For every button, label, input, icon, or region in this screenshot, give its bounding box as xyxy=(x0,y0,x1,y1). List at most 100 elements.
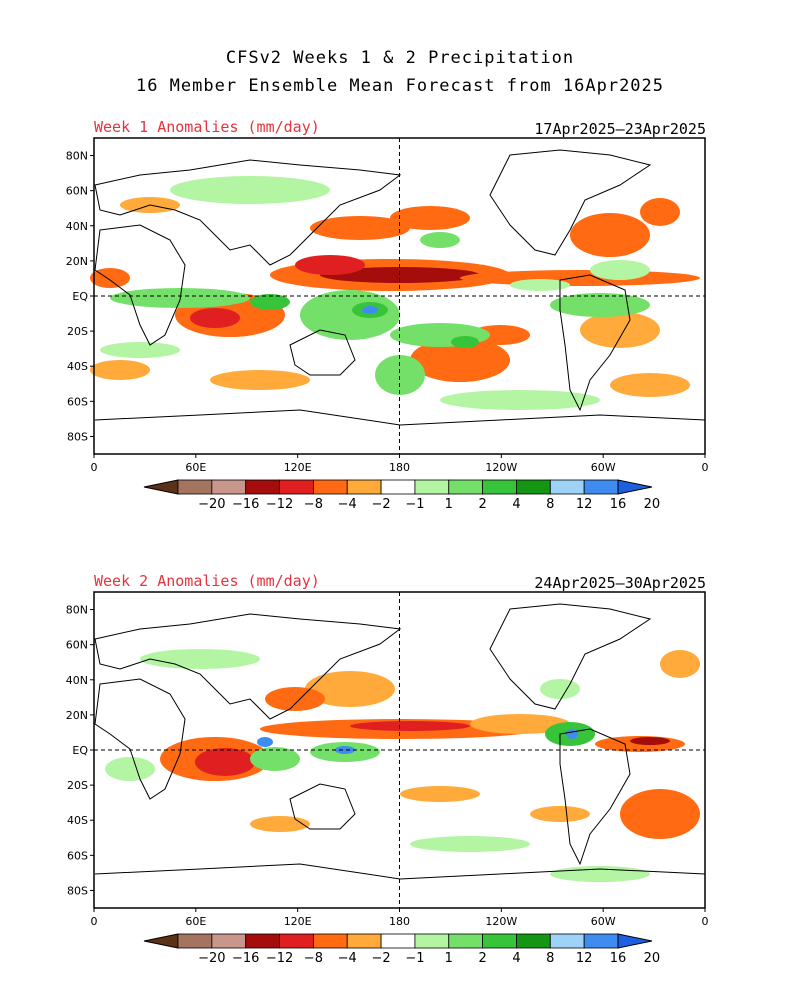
colorbar-label: −20 xyxy=(198,497,225,510)
lon-tick-label: 180 xyxy=(389,461,410,474)
colorbar-label: −16 xyxy=(232,951,259,964)
lat-tick-label: 60N xyxy=(66,639,88,652)
colorbar-arrow-left xyxy=(143,933,179,949)
chart-title-line1: CFSv2 Weeks 1 & 2 Precipitation xyxy=(225,48,575,68)
colorbar-label: −12 xyxy=(266,497,293,510)
lon-tick-label: 0 xyxy=(702,461,709,474)
colorbar: −20 −16 −12 −8 −4 −2 −1 1 2 4 8 12 16 20 xyxy=(143,479,661,510)
lat-tick-label: EQ xyxy=(72,290,88,303)
colorbar-label: 2 xyxy=(478,497,486,510)
lat-tick-label: 40S xyxy=(67,814,88,827)
colorbar-label: 4 xyxy=(512,497,520,510)
colorbar-swatch xyxy=(312,479,348,495)
lon-tick-label: 0 xyxy=(91,461,98,474)
lon-tick-label: 120W xyxy=(485,461,517,474)
colorbar-swatch xyxy=(177,933,213,949)
lon-tick-label: 0 xyxy=(91,915,98,928)
lat-tick-label: 60S xyxy=(67,395,88,408)
lon-tick-label: 60W xyxy=(591,461,616,474)
lat-tick-label: 60S xyxy=(67,849,88,862)
colorbar-label: 16 xyxy=(610,951,627,964)
lat-tick-label: 80S xyxy=(67,884,88,897)
colorbar-label: −8 xyxy=(304,497,323,510)
lat-tick-label: 40N xyxy=(66,674,88,687)
colorbar-swatch xyxy=(448,479,484,495)
colorbar-swatch xyxy=(211,933,247,949)
colorbar-swatch xyxy=(583,479,619,495)
colorbar-swatch xyxy=(346,933,382,949)
colorbar-swatch xyxy=(583,933,619,949)
colorbar-swatch xyxy=(482,933,517,949)
lat-tick-label: 40S xyxy=(67,360,88,373)
lon-tick-label: 0 xyxy=(702,915,709,928)
lat-tick-label: 20S xyxy=(67,779,88,792)
lat-tick-label: 80N xyxy=(66,604,88,617)
colorbar-label: 8 xyxy=(546,951,554,964)
colorbar-arrow-left xyxy=(143,479,179,495)
colorbar-swatch xyxy=(516,479,551,495)
colorbar-swatch xyxy=(177,479,213,495)
colorbar-label: 12 xyxy=(576,951,593,964)
colorbar-arrow-right xyxy=(617,479,653,495)
colorbar-label: −8 xyxy=(304,951,323,964)
colorbar-label: −1 xyxy=(405,951,424,964)
colorbar-label: −16 xyxy=(232,497,259,510)
lat-tick-label: 80S xyxy=(67,430,88,443)
colorbar-swatch xyxy=(211,479,247,495)
colorbar-label: 1 xyxy=(445,951,453,964)
colorbar-label: 1 xyxy=(445,497,453,510)
colorbar-swatch xyxy=(245,479,280,495)
panel1-dates: 17Apr2025—23Apr2025 xyxy=(534,120,706,138)
colorbar-swatch xyxy=(380,933,416,949)
lat-tick-label: 20N xyxy=(66,255,88,268)
colorbar: −20 −16 −12 −8 −4 −2 −1 1 2 4 8 12 16 20 xyxy=(143,933,661,964)
colorbar-label: 12 xyxy=(576,497,593,510)
lon-tick-label: 60W xyxy=(591,915,616,928)
colorbar-swatch xyxy=(482,479,517,495)
colorbar-swatch xyxy=(312,933,348,949)
chart-title-line2: 16 Member Ensemble Mean Forecast from 16… xyxy=(135,76,665,96)
lat-tick-label: 20N xyxy=(66,709,88,722)
colorbar-swatch xyxy=(279,479,314,495)
lat-tick-label: EQ xyxy=(72,744,88,757)
colorbar-label: 8 xyxy=(546,497,554,510)
lat-tick-label: 80N xyxy=(66,150,88,163)
lon-tick-label: 60E xyxy=(185,461,206,474)
colorbar-label: 20 xyxy=(644,497,661,510)
colorbar-label: −1 xyxy=(405,497,424,510)
colorbar-swatch xyxy=(380,479,416,495)
panel1-label: Week 1 Anomalies (mm/day) xyxy=(94,118,320,136)
colorbar-label: 16 xyxy=(610,497,627,510)
lon-tick-label: 120E xyxy=(284,915,312,928)
colorbar-label: −20 xyxy=(198,951,225,964)
lat-tick-label: 20S xyxy=(67,325,88,338)
colorbar-label: −2 xyxy=(371,951,390,964)
lon-tick-label: 180 xyxy=(389,915,410,928)
colorbar-swatch xyxy=(346,479,382,495)
colorbar-swatch xyxy=(279,933,314,949)
week1-anomaly-field xyxy=(90,176,700,410)
colorbar-label: 4 xyxy=(512,951,520,964)
lon-tick-label: 60E xyxy=(185,915,206,928)
colorbar-swatch xyxy=(414,933,450,949)
colorbar-label: −4 xyxy=(338,951,357,964)
colorbar-swatch xyxy=(516,933,551,949)
colorbar-swatch xyxy=(549,479,585,495)
lat-tick-label: 60N xyxy=(66,185,88,198)
lon-tick-label: 120E xyxy=(284,461,312,474)
colorbar-swatch xyxy=(448,933,484,949)
colorbar-arrow-right xyxy=(617,933,653,949)
lon-tick-label: 120W xyxy=(485,915,517,928)
panel2-dates: 24Apr2025—30Apr2025 xyxy=(534,574,706,592)
colorbar-swatch xyxy=(414,479,450,495)
colorbar-label: −2 xyxy=(371,497,390,510)
colorbar-label: 2 xyxy=(478,951,486,964)
colorbar-swatch xyxy=(245,933,280,949)
panel2-label: Week 2 Anomalies (mm/day) xyxy=(94,572,320,590)
week2-anomaly-field xyxy=(105,649,700,882)
colorbar-label: 20 xyxy=(644,951,661,964)
colorbar-label: −12 xyxy=(266,951,293,964)
lat-tick-label: 40N xyxy=(66,220,88,233)
